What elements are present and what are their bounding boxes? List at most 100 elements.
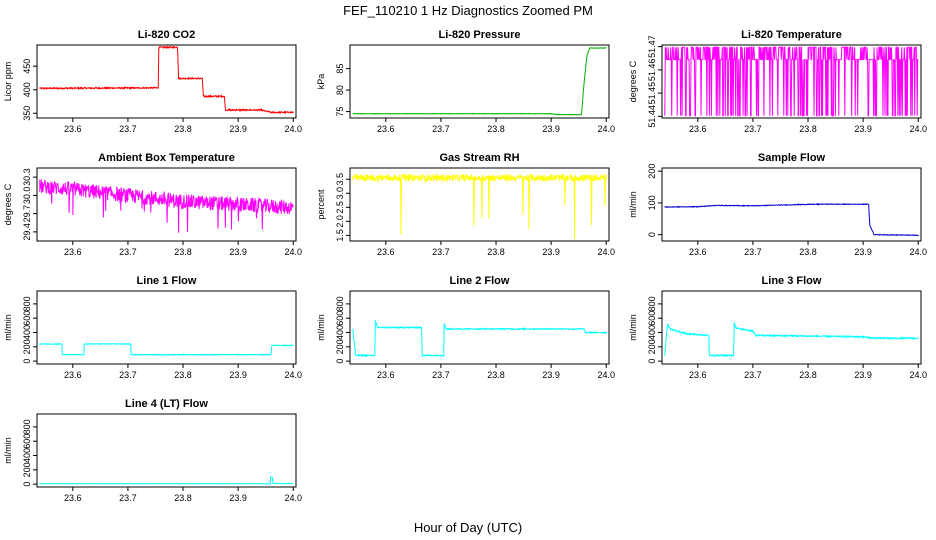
x-tick-label: 23.7 (744, 370, 762, 380)
x-tick-label: 23.6 (689, 370, 707, 380)
x-tick-label: 23.6 (377, 370, 395, 380)
panel-title: Line 3 Flow (762, 275, 822, 287)
y-tick-label: 3.0 (335, 187, 345, 200)
y-tick-label: 3.5 (335, 173, 345, 186)
x-tick-label: 23.8 (174, 493, 192, 503)
panel-title: Gas Stream RH (439, 152, 519, 164)
x-tick-label: 23.8 (799, 247, 817, 257)
x-tick-label: 23.7 (744, 247, 762, 257)
figure-title: FEF_110210 1 Hz Diagnostics Zoomed PM (343, 3, 593, 18)
y-tick-label: 200 (335, 339, 345, 354)
y-axis-label: kPa (316, 74, 326, 90)
series-line (352, 47, 607, 116)
panel-title: Li-820 Pressure (439, 29, 521, 41)
y-tick-label: 0 (335, 359, 345, 364)
x-tick-label: 23.8 (174, 247, 192, 257)
x-tick-label: 24.0 (597, 370, 615, 380)
y-axis-label: Licor ppm (3, 62, 13, 102)
plot-frame (661, 44, 922, 119)
figure-xlabel: Hour of Day (UTC) (414, 520, 522, 535)
x-tick-label: 23.7 (119, 493, 137, 503)
y-tick-label: 200 (22, 462, 32, 477)
x-tick-label: 23.7 (119, 370, 137, 380)
x-tick-label: 23.9 (229, 124, 247, 134)
y-tick-label: 800 (22, 296, 32, 311)
x-tick-label: 24.0 (909, 247, 927, 257)
x-tick-label: 23.9 (229, 493, 247, 503)
y-tick-label: 800 (335, 296, 345, 311)
series-line (352, 172, 607, 240)
x-tick-label: 24.0 (284, 247, 302, 257)
series-line (664, 46, 919, 117)
y-tick-label: 400 (22, 448, 32, 463)
panel-title: Li-820 CO2 (138, 29, 195, 41)
panel-9: Line 3 Flow 23.6 23.7 23.8 23.9 24.0 0 20040060… (628, 275, 927, 380)
panel-title: Li-820 Temperature (741, 29, 842, 41)
y-tick-label: 0 (22, 482, 32, 487)
y-tick-label: 400 (22, 325, 32, 340)
y-tick-label: 80 (335, 85, 345, 95)
x-tick-label: 24.0 (597, 247, 615, 257)
plot-frame (36, 167, 297, 242)
panel-2: Li-820 Pressure 23.6 23.7 23.8 23.9 24.0 75 80 8… (316, 29, 615, 134)
x-tick-label: 23.9 (542, 370, 560, 380)
x-tick-label: 23.6 (377, 247, 395, 257)
x-tick-label: 23.6 (377, 124, 395, 134)
panel-3: Li-820 Temperature 23.6 23.7 23.8 23.9 24.0 51… (628, 29, 927, 134)
panel-5: Gas Stream RH 23.6 23.7 23.8 23.9 24.0 1.52.02… (316, 152, 615, 257)
panel-title: Line 2 Flow (450, 275, 510, 287)
x-tick-label: 23.6 (64, 247, 82, 257)
x-tick-label: 23.8 (487, 247, 505, 257)
panel-7: Line 1 Flow 23.6 23.7 23.8 23.9 24.0 0 20040060… (3, 275, 302, 380)
y-tick-label: 600 (22, 434, 32, 449)
y-tick-label: 0 (22, 359, 32, 364)
y-tick-label: 85 (335, 64, 345, 74)
y-tick-label: 450 (22, 59, 32, 74)
y-axis-label: degrees C (628, 60, 638, 102)
x-tick-label: 24.0 (597, 124, 615, 134)
y-tick-label: 600 (22, 311, 32, 326)
x-tick-label: 23.9 (854, 247, 872, 257)
y-tick-label: 400 (647, 325, 657, 340)
series-line (352, 319, 607, 358)
panel-title: Line 1 Flow (137, 275, 197, 287)
x-tick-label: 24.0 (909, 124, 927, 134)
y-tick-label: 400 (335, 325, 345, 340)
y-tick-label: 600 (647, 311, 657, 326)
x-tick-label: 23.8 (174, 124, 192, 134)
y-tick-label: 2.5 (335, 201, 345, 214)
panel-grid: Li-820 CO2 23.6 23.7 23.8 23.9 24.0 350 400 450 L… (3, 29, 927, 503)
y-axis-label: degrees C (3, 183, 13, 225)
panel-8: Line 2 Flow 23.6 23.7 23.8 23.9 24.0 0 20040060… (316, 275, 615, 380)
series-line (39, 179, 294, 233)
y-tick-label: 800 (22, 419, 32, 434)
series-line (664, 322, 919, 358)
x-tick-label: 23.9 (854, 370, 872, 380)
plot-frame (349, 44, 610, 119)
x-tick-label: 23.7 (432, 247, 450, 257)
x-tick-label: 24.0 (284, 124, 302, 134)
x-tick-label: 23.6 (64, 493, 82, 503)
series-line (664, 203, 919, 237)
x-tick-label: 23.9 (542, 124, 560, 134)
x-tick-label: 24.0 (284, 493, 302, 503)
plot-frame (349, 167, 610, 242)
y-tick-label: 1.5 (335, 229, 345, 242)
y-tick-label: 200 (647, 164, 657, 179)
x-tick-label: 23.7 (432, 124, 450, 134)
series-line (39, 342, 294, 357)
y-tick-label: 800 (647, 296, 657, 311)
y-tick-label: 2.0 (335, 215, 345, 228)
x-tick-label: 23.7 (432, 370, 450, 380)
x-tick-label: 23.9 (854, 124, 872, 134)
x-tick-label: 23.7 (119, 247, 137, 257)
plot-frame (349, 290, 610, 365)
y-tick-label: 30.0 (22, 187, 32, 205)
x-tick-label: 23.7 (744, 124, 762, 134)
y-tick-label: 51.47 (647, 35, 657, 58)
y-axis-label: ml/min (3, 314, 13, 341)
y-tick-label: 200 (22, 339, 32, 354)
plot-frame (36, 290, 297, 365)
y-tick-label: 30.3 (22, 168, 32, 186)
